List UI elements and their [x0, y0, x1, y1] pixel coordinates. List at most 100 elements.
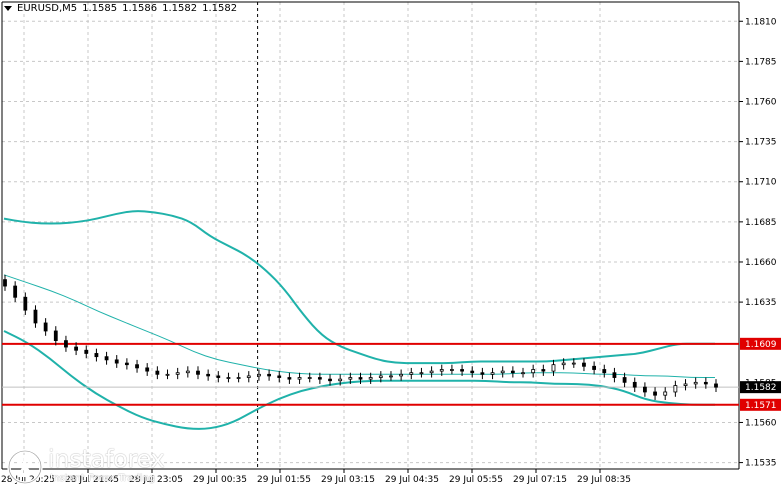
candle-body-bear — [622, 377, 627, 383]
candle-body-bull — [693, 381, 698, 385]
candle-body-bear — [612, 372, 617, 378]
candle — [257, 369, 261, 381]
candle — [643, 382, 647, 397]
candle-body-bull — [551, 364, 556, 372]
candle — [693, 377, 698, 389]
candle — [429, 366, 434, 378]
x-axis-label: 28 Jul 21:45 — [65, 475, 119, 485]
candle-body-bull — [165, 373, 170, 376]
candle-body-bear — [94, 353, 99, 358]
candle-body-bear — [317, 377, 322, 380]
candle-body-bull — [561, 362, 566, 366]
candle — [328, 374, 332, 386]
candle-body-bear — [104, 356, 109, 361]
candle — [368, 372, 373, 384]
candle-body-bear — [196, 370, 200, 375]
candle — [226, 372, 231, 383]
candle-body-bull — [246, 375, 251, 378]
candle — [571, 358, 576, 368]
candle — [196, 366, 200, 380]
candle — [703, 377, 708, 389]
symbol-header: EURUSD,M5 1.1585 1.1586 1.1582 1.1582 — [4, 3, 242, 14]
candle — [561, 358, 566, 370]
candle-body-bull — [399, 373, 404, 377]
candle — [653, 387, 657, 400]
bollinger-upper-band — [3, 210, 715, 365]
candle — [267, 369, 271, 381]
ohlc-open: 1.1585 — [82, 3, 118, 14]
candle-body-bear — [84, 349, 89, 354]
candle — [510, 366, 515, 378]
candle-body-bull — [297, 377, 302, 380]
candle-body-bear — [23, 296, 28, 311]
candle-body-bull — [389, 375, 393, 378]
candle — [470, 366, 475, 378]
candle — [521, 367, 525, 378]
candle — [84, 345, 89, 359]
watermark-brand: instaforex — [48, 445, 165, 473]
candle — [135, 359, 139, 373]
instaforex-logo-icon — [7, 449, 43, 485]
candle-body-bear — [653, 391, 657, 396]
candle — [663, 387, 668, 400]
x-axis-label: 29 Jul 07:15 — [513, 475, 567, 485]
candle-body-bear — [3, 279, 7, 287]
candle-body-bull — [185, 370, 190, 374]
candle-body-bear — [287, 377, 292, 380]
x-axis-label: 29 Jul 05:55 — [449, 475, 503, 485]
candle — [622, 372, 627, 388]
candle-body-bull — [683, 383, 688, 386]
candle — [338, 374, 343, 386]
level-price-label: 1.1571 — [745, 401, 777, 411]
candle-body-bear — [602, 369, 607, 374]
candle — [602, 364, 607, 378]
x-axis-label: 29 Jul 03:15 — [321, 475, 375, 485]
candle — [683, 379, 688, 391]
candle-body-bear — [135, 364, 139, 369]
candle-body-bull — [450, 369, 454, 371]
candle — [246, 371, 251, 383]
y-axis-label: 1.1535 — [745, 459, 777, 469]
candle — [389, 371, 393, 381]
candle — [399, 369, 404, 381]
candle — [53, 326, 58, 346]
ohlc-close: 1.1582 — [202, 3, 238, 14]
candle-body-bull — [348, 377, 353, 380]
candle-body-bear — [206, 373, 211, 377]
candle-body-bull — [378, 375, 383, 378]
candle-body-bear — [216, 375, 221, 378]
symbol-name: EURUSD,M5 — [17, 3, 78, 14]
candle-body-bear — [703, 381, 708, 385]
bollinger-middle-band — [3, 274, 715, 378]
candle — [94, 348, 99, 362]
candle-body-bear — [277, 375, 282, 378]
candle-body-bear — [145, 367, 150, 372]
candle — [632, 377, 637, 392]
y-axis-label: 1.1785 — [745, 57, 777, 67]
candle-body-bear — [328, 378, 332, 382]
candle — [206, 369, 211, 381]
dropdown-triangle-icon[interactable] — [4, 6, 12, 11]
candle-body-bear — [460, 369, 464, 372]
candle — [541, 364, 546, 376]
candle — [23, 292, 28, 315]
candle — [673, 380, 678, 397]
candle — [33, 305, 38, 328]
candle-body-bear — [13, 285, 18, 298]
candle-body-bull — [521, 372, 525, 375]
candle — [409, 367, 414, 380]
candle — [358, 372, 363, 384]
candle — [592, 361, 597, 375]
candle-body-bear — [470, 370, 475, 374]
candle — [216, 371, 221, 383]
candle — [165, 369, 170, 380]
candle-body-bull — [257, 373, 261, 377]
candle — [714, 379, 718, 392]
candle-body-bull — [338, 378, 343, 382]
candle — [236, 372, 241, 383]
candle-body-bear — [53, 330, 58, 342]
candle-body-bull — [490, 372, 495, 375]
candle-body-bull — [673, 385, 678, 393]
